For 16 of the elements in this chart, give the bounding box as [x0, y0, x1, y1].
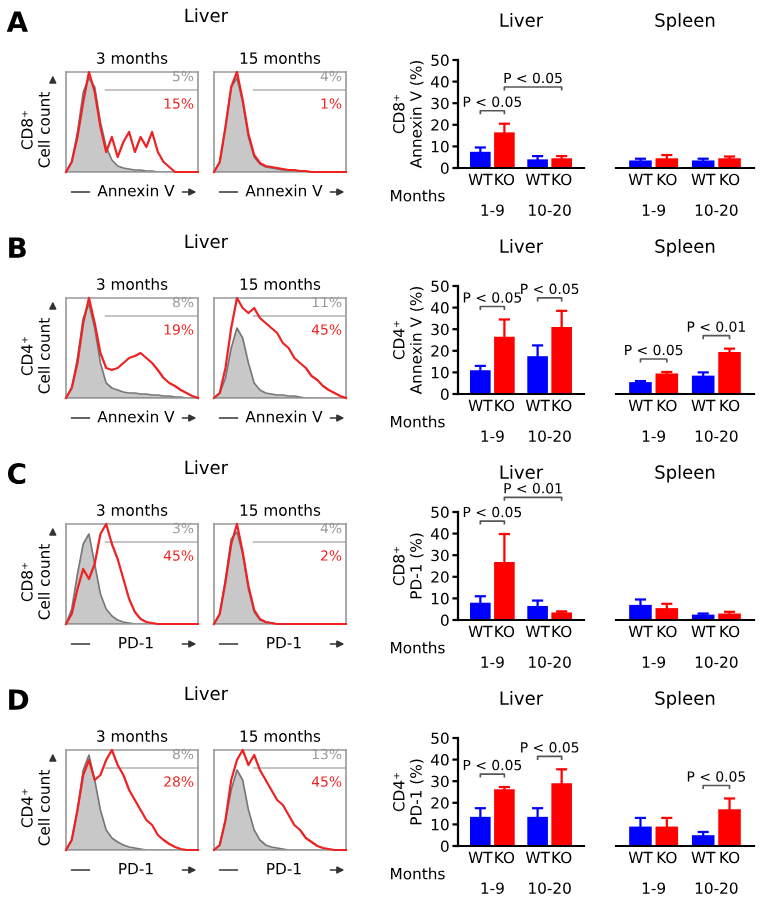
text: B [9, 237, 26, 258]
chart-title: Spleen [655, 238, 715, 257]
chart-title: Spleen [655, 690, 715, 709]
chart-title: Spleen [655, 464, 715, 483]
text: C [7, 463, 26, 485]
text: Liver [185, 686, 229, 701]
chart-title: Liver [500, 690, 544, 705]
chart-title: Liver [500, 464, 544, 479]
chart-title: Liver [500, 12, 544, 27]
text: A [6, 11, 28, 32]
text: Liver [185, 460, 229, 475]
chart-title: Liver [500, 238, 544, 253]
chart-title: Spleen [655, 12, 715, 31]
text: D [9, 689, 29, 710]
text: Liver [185, 234, 229, 249]
text: Liver [185, 8, 229, 23]
